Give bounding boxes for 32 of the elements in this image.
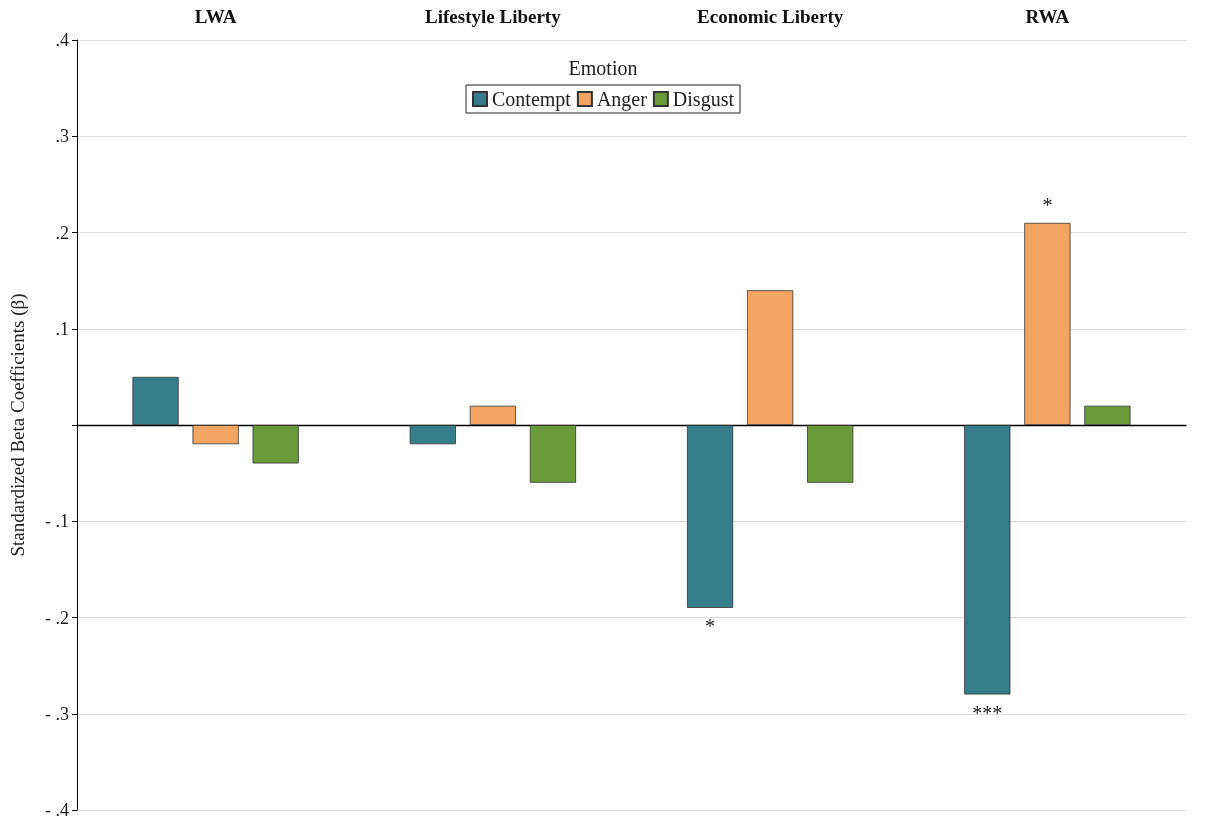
x-tick-label: RWA	[1025, 6, 1070, 27]
y-tick-label: - .4	[45, 800, 69, 820]
annotation: ***	[972, 701, 1003, 724]
annotation: *	[1042, 193, 1053, 216]
bar	[529, 425, 577, 483]
legend-label: Anger	[596, 88, 648, 111]
legend-label: Contempt	[492, 88, 572, 111]
bar	[1084, 405, 1131, 425]
y-tick-label: - .1	[45, 511, 69, 532]
y-tick-label: .1	[55, 318, 69, 339]
x-tick-label: Lifestyle Liberty	[425, 6, 562, 27]
bar	[132, 376, 179, 425]
bar	[964, 425, 1011, 695]
bar	[686, 425, 734, 608]
bar	[409, 425, 456, 445]
annotation: *	[705, 614, 716, 637]
y-tick-label: - .2	[45, 607, 69, 628]
y-axis-title: Standardized Beta Coefficients (β)	[7, 293, 29, 557]
legend-label: Disgust	[672, 88, 735, 111]
y-tick-label: - .3	[45, 703, 69, 724]
bar	[252, 425, 299, 464]
legend-title: Emotion	[568, 57, 638, 79]
bar	[192, 425, 239, 445]
bar	[807, 425, 854, 483]
bar	[747, 290, 794, 425]
bar	[1024, 222, 1071, 425]
x-tick-label: LWA	[194, 6, 237, 27]
bar	[469, 405, 516, 425]
y-tick-label: .2	[55, 222, 69, 243]
y-tick-label: .4	[55, 30, 69, 50]
x-tick-label: Economic Liberty	[697, 6, 844, 27]
y-tick-label: .3	[55, 126, 69, 147]
